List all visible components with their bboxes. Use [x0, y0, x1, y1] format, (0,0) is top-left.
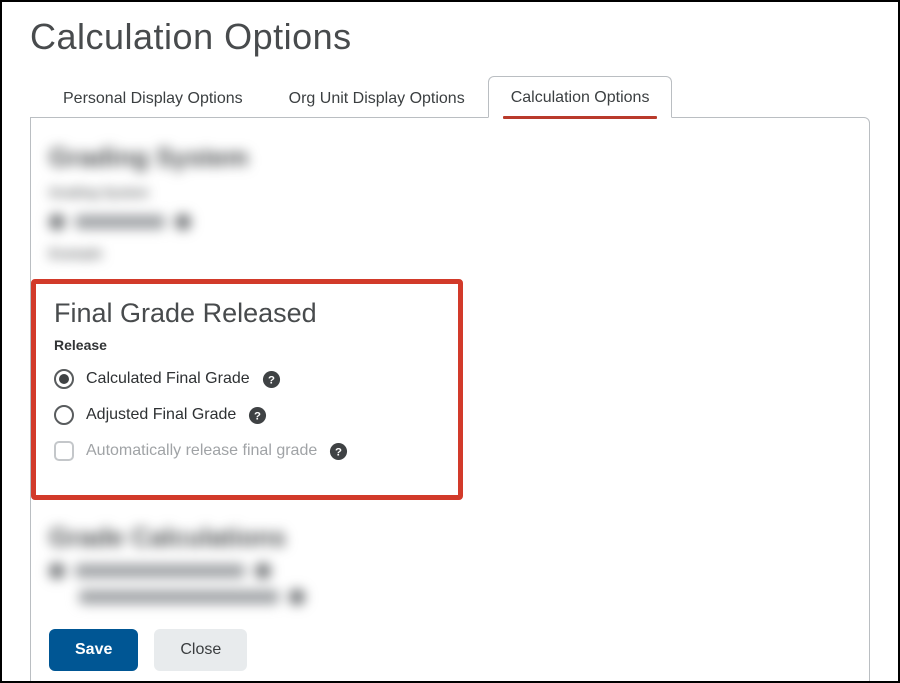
tab-personal-display-options[interactable]: Personal Display Options [40, 77, 266, 118]
help-icon[interactable]: ? [262, 370, 281, 389]
checkbox-icon [54, 441, 74, 461]
window-frame: Calculation Options Personal Display Opt… [0, 0, 900, 683]
blurred-region-grading-system: Grading System Grading System Example [49, 142, 851, 265]
radio-icon [54, 405, 74, 425]
svg-text:?: ? [268, 374, 275, 386]
tab-org-unit-display-options[interactable]: Org Unit Display Options [266, 77, 488, 118]
tab-label: Personal Display Options [63, 90, 243, 107]
radio-label: Adjusted Final Grade [86, 406, 236, 424]
radio-option-calculated-final-grade[interactable]: Calculated Final Grade ? [54, 369, 440, 389]
tab-label: Org Unit Display Options [289, 90, 465, 107]
button-label: Close [180, 641, 221, 658]
buttons-row: Save Close [49, 629, 851, 671]
svg-text:?: ? [254, 410, 261, 422]
field-label-release: Release [54, 337, 440, 353]
blurred-region-grade-calculations: Grade Calculations [49, 522, 851, 605]
checkbox-option-auto-release[interactable]: Automatically release final grade ? [54, 441, 440, 461]
button-label: Save [75, 641, 112, 658]
tab-label: Calculation Options [511, 89, 650, 106]
radio-icon [54, 369, 74, 389]
save-button[interactable]: Save [49, 629, 138, 671]
final-grade-released-highlight: Final Grade Released Release Calculated … [31, 279, 463, 500]
help-icon[interactable]: ? [329, 442, 348, 461]
checkbox-label: Automatically release final grade [86, 442, 317, 460]
tab-panel: Grading System Grading System Example Fi… [30, 117, 870, 683]
radio-label: Calculated Final Grade [86, 370, 250, 388]
svg-text:?: ? [335, 446, 342, 458]
help-icon[interactable]: ? [248, 406, 267, 425]
page-title: Calculation Options [30, 16, 870, 58]
close-button[interactable]: Close [154, 629, 247, 671]
section-title-final-grade-released: Final Grade Released [54, 298, 440, 329]
radio-option-adjusted-final-grade[interactable]: Adjusted Final Grade ? [54, 405, 440, 425]
tab-calculation-options[interactable]: Calculation Options [488, 76, 673, 118]
tabs: Personal Display Options Org Unit Displa… [40, 76, 870, 118]
